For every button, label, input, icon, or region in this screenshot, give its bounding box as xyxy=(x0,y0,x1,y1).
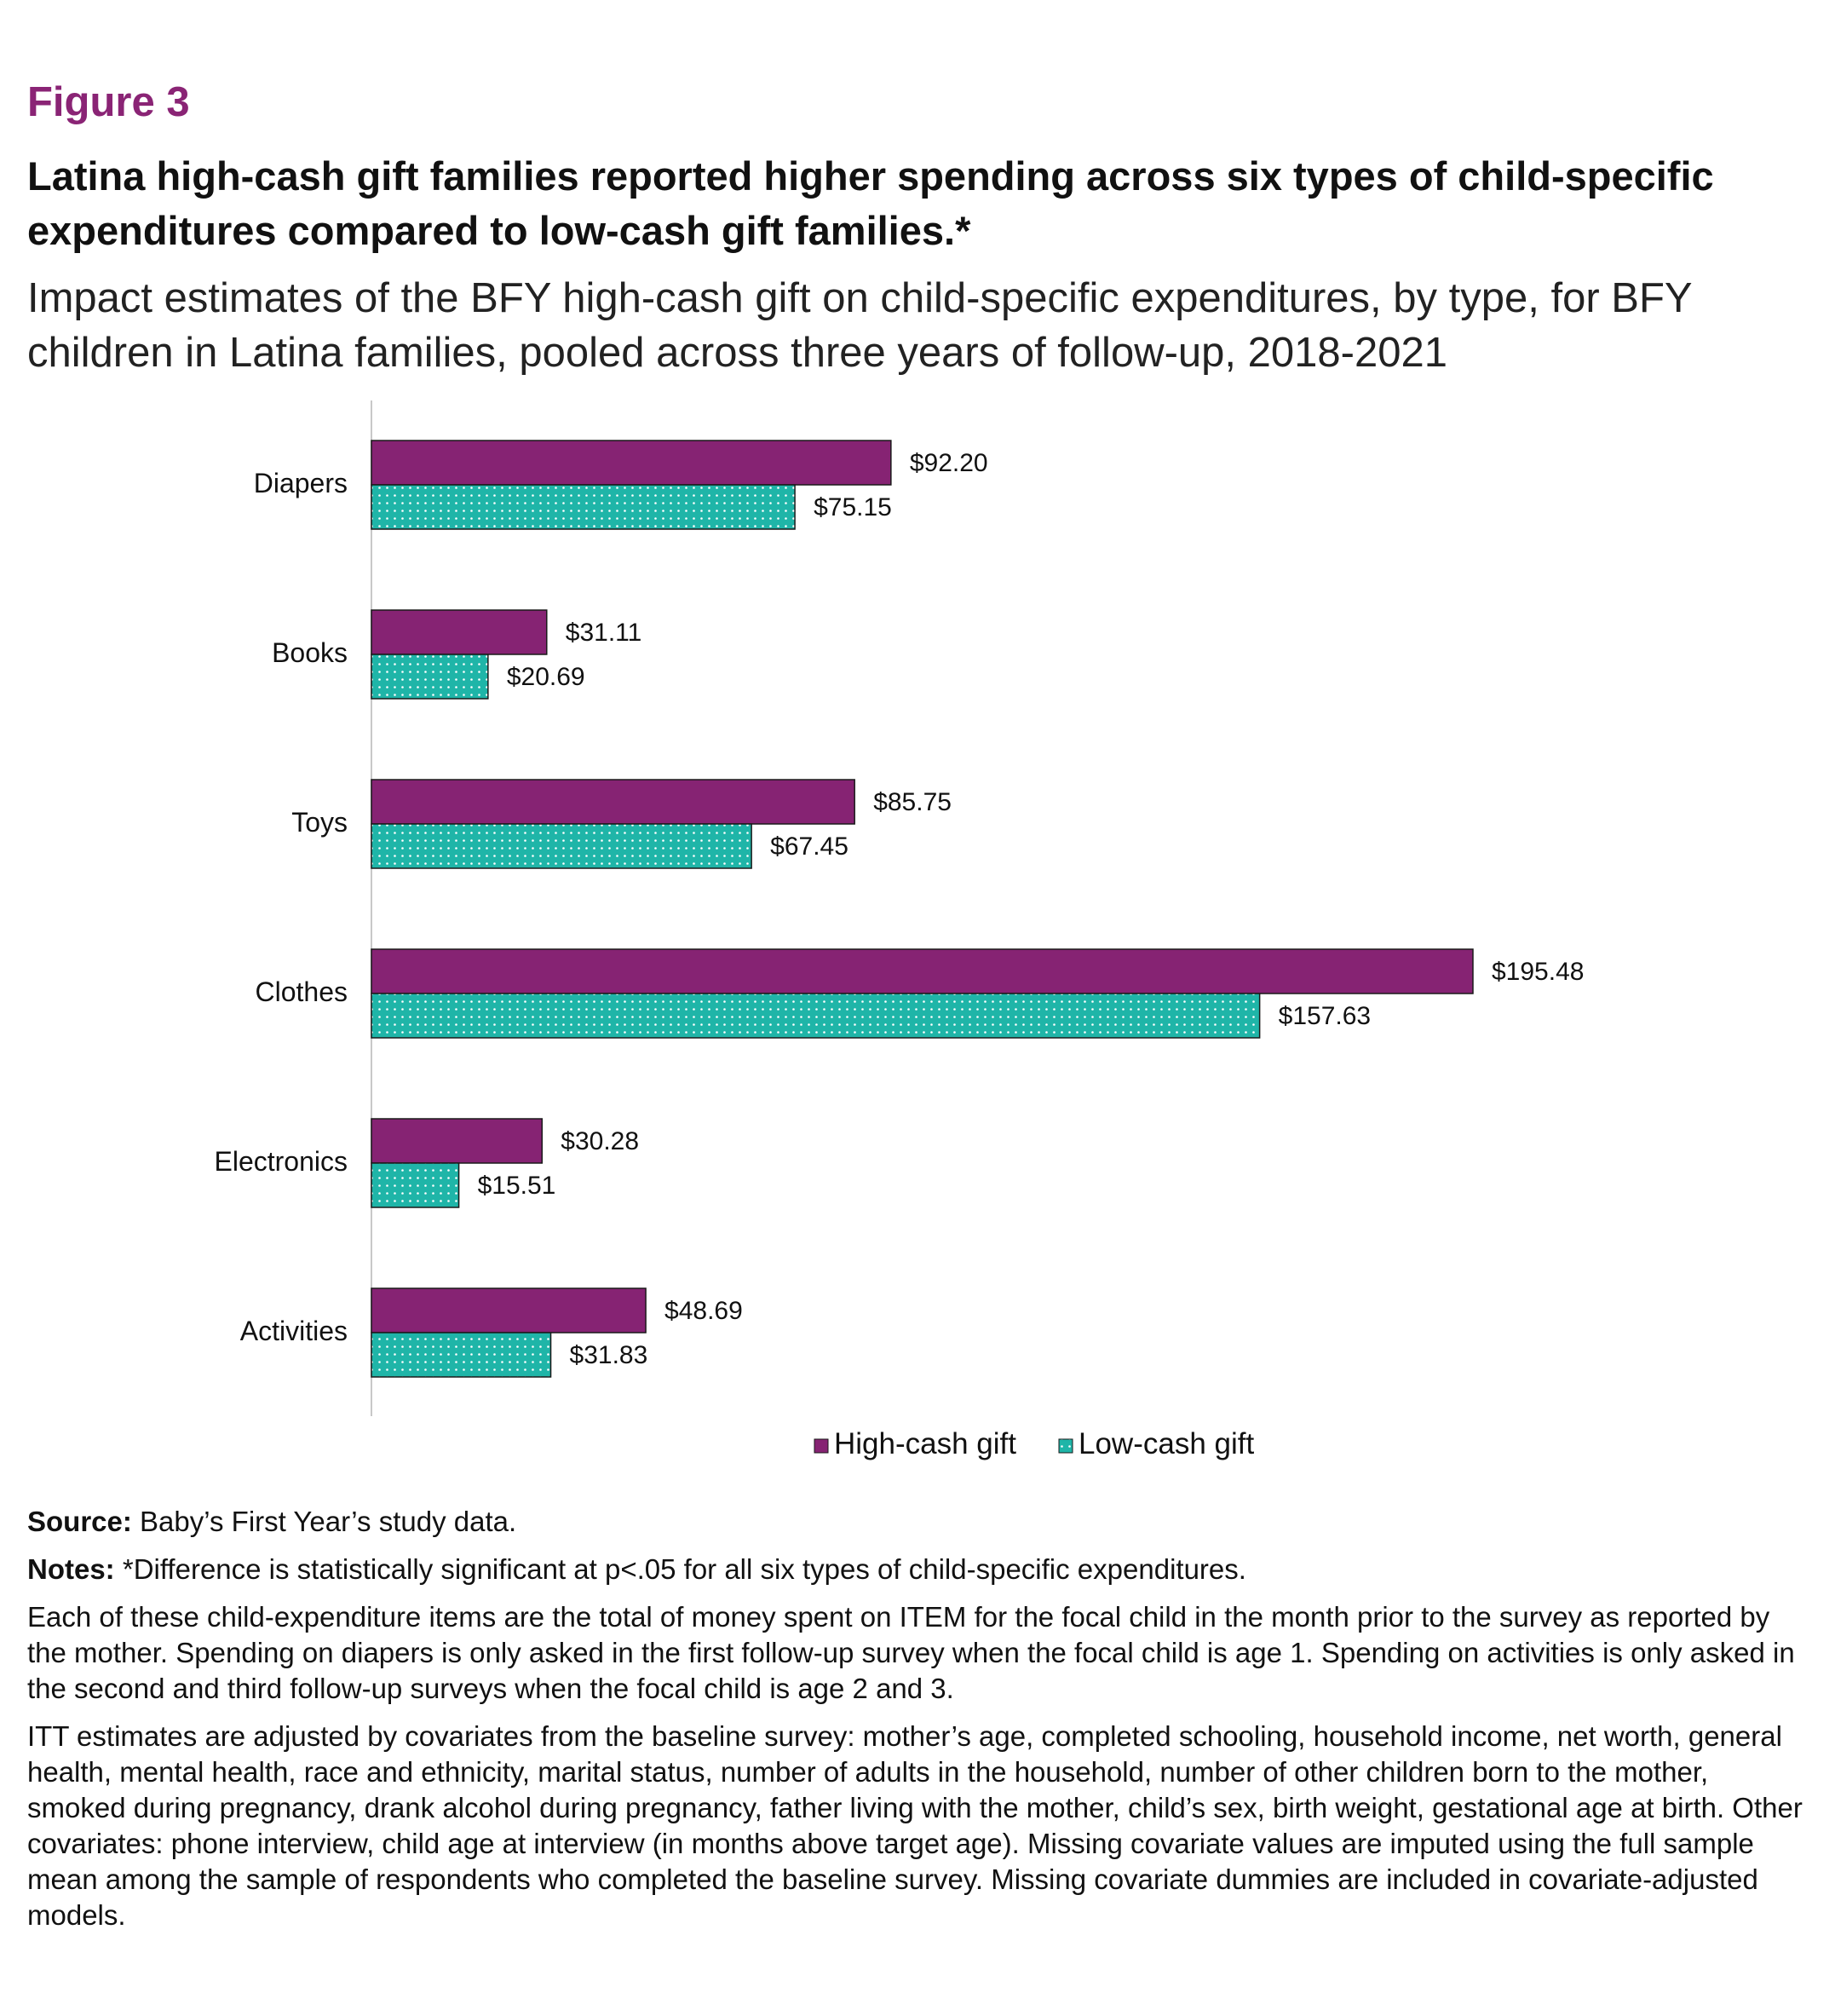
data-label: $31.83 xyxy=(570,1341,648,1369)
category-label: Activities xyxy=(240,1316,348,1346)
bar-low-cash xyxy=(371,1332,552,1378)
category-label: Books xyxy=(272,637,348,668)
bar-chart: Diapers $92.20 $75.15 Books $31.11 $20.69 Toys… xyxy=(215,400,1584,1460)
data-label: $195.48 xyxy=(1492,958,1584,986)
notes-label: Notes: xyxy=(27,1553,115,1585)
legend-swatch xyxy=(814,1438,829,1454)
data-label: $48.69 xyxy=(664,1297,743,1325)
category-label: Clothes xyxy=(256,976,348,1007)
notes-section: Source: Baby’s First Year’s study data. … xyxy=(27,1504,1808,1945)
bar-low-cash xyxy=(371,484,796,530)
legend-label: High-cash gift xyxy=(834,1427,1016,1460)
bar-high-cash xyxy=(371,1287,647,1333)
data-label: $20.69 xyxy=(507,663,585,691)
figure-label: Figure 3 xyxy=(27,79,190,125)
source-line: Source: Baby’s First Year’s study data. xyxy=(27,1504,1808,1540)
bar-high-cash xyxy=(371,440,892,486)
bar-low-cash xyxy=(371,1162,460,1208)
data-label: $30.28 xyxy=(561,1127,639,1155)
bar-high-cash xyxy=(371,1118,544,1164)
category-label: Electronics xyxy=(215,1146,348,1177)
bar-low-cash xyxy=(371,993,1261,1039)
data-label: $31.11 xyxy=(566,619,642,647)
bar-high-cash xyxy=(371,609,548,655)
data-label: $15.51 xyxy=(478,1172,556,1200)
source-label: Source: xyxy=(27,1506,132,1537)
legend-swatch xyxy=(1058,1438,1073,1454)
data-label: $67.45 xyxy=(770,832,848,861)
notes-line: Notes: *Difference is statistically sign… xyxy=(27,1552,1808,1587)
legend-label: Low-cash gift xyxy=(1079,1427,1254,1460)
bar-high-cash xyxy=(371,948,1474,994)
bar-high-cash xyxy=(371,779,855,825)
data-label: $157.63 xyxy=(1279,1002,1371,1030)
figure-title: Latina high-cash gift families reported … xyxy=(27,153,1714,253)
category-label: Toys xyxy=(291,807,348,838)
data-label: $75.15 xyxy=(814,493,892,521)
notes-paragraph-2: ITT estimates are adjusted by covariates… xyxy=(27,1720,1803,1931)
notes-paragraph-1: Each of these child-expenditure items ar… xyxy=(27,1601,1795,1704)
category-label: Diapers xyxy=(254,468,348,498)
data-label: $92.20 xyxy=(910,449,988,477)
source-text: Baby’s First Year’s study data. xyxy=(140,1506,517,1537)
data-label: $85.75 xyxy=(873,788,952,816)
bar-low-cash xyxy=(371,654,489,700)
bar-low-cash xyxy=(371,823,752,869)
notes-text: *Difference is statistically significant… xyxy=(122,1553,1246,1585)
figure-subtitle: Impact estimates of the BFY high-cash gi… xyxy=(27,275,1692,376)
